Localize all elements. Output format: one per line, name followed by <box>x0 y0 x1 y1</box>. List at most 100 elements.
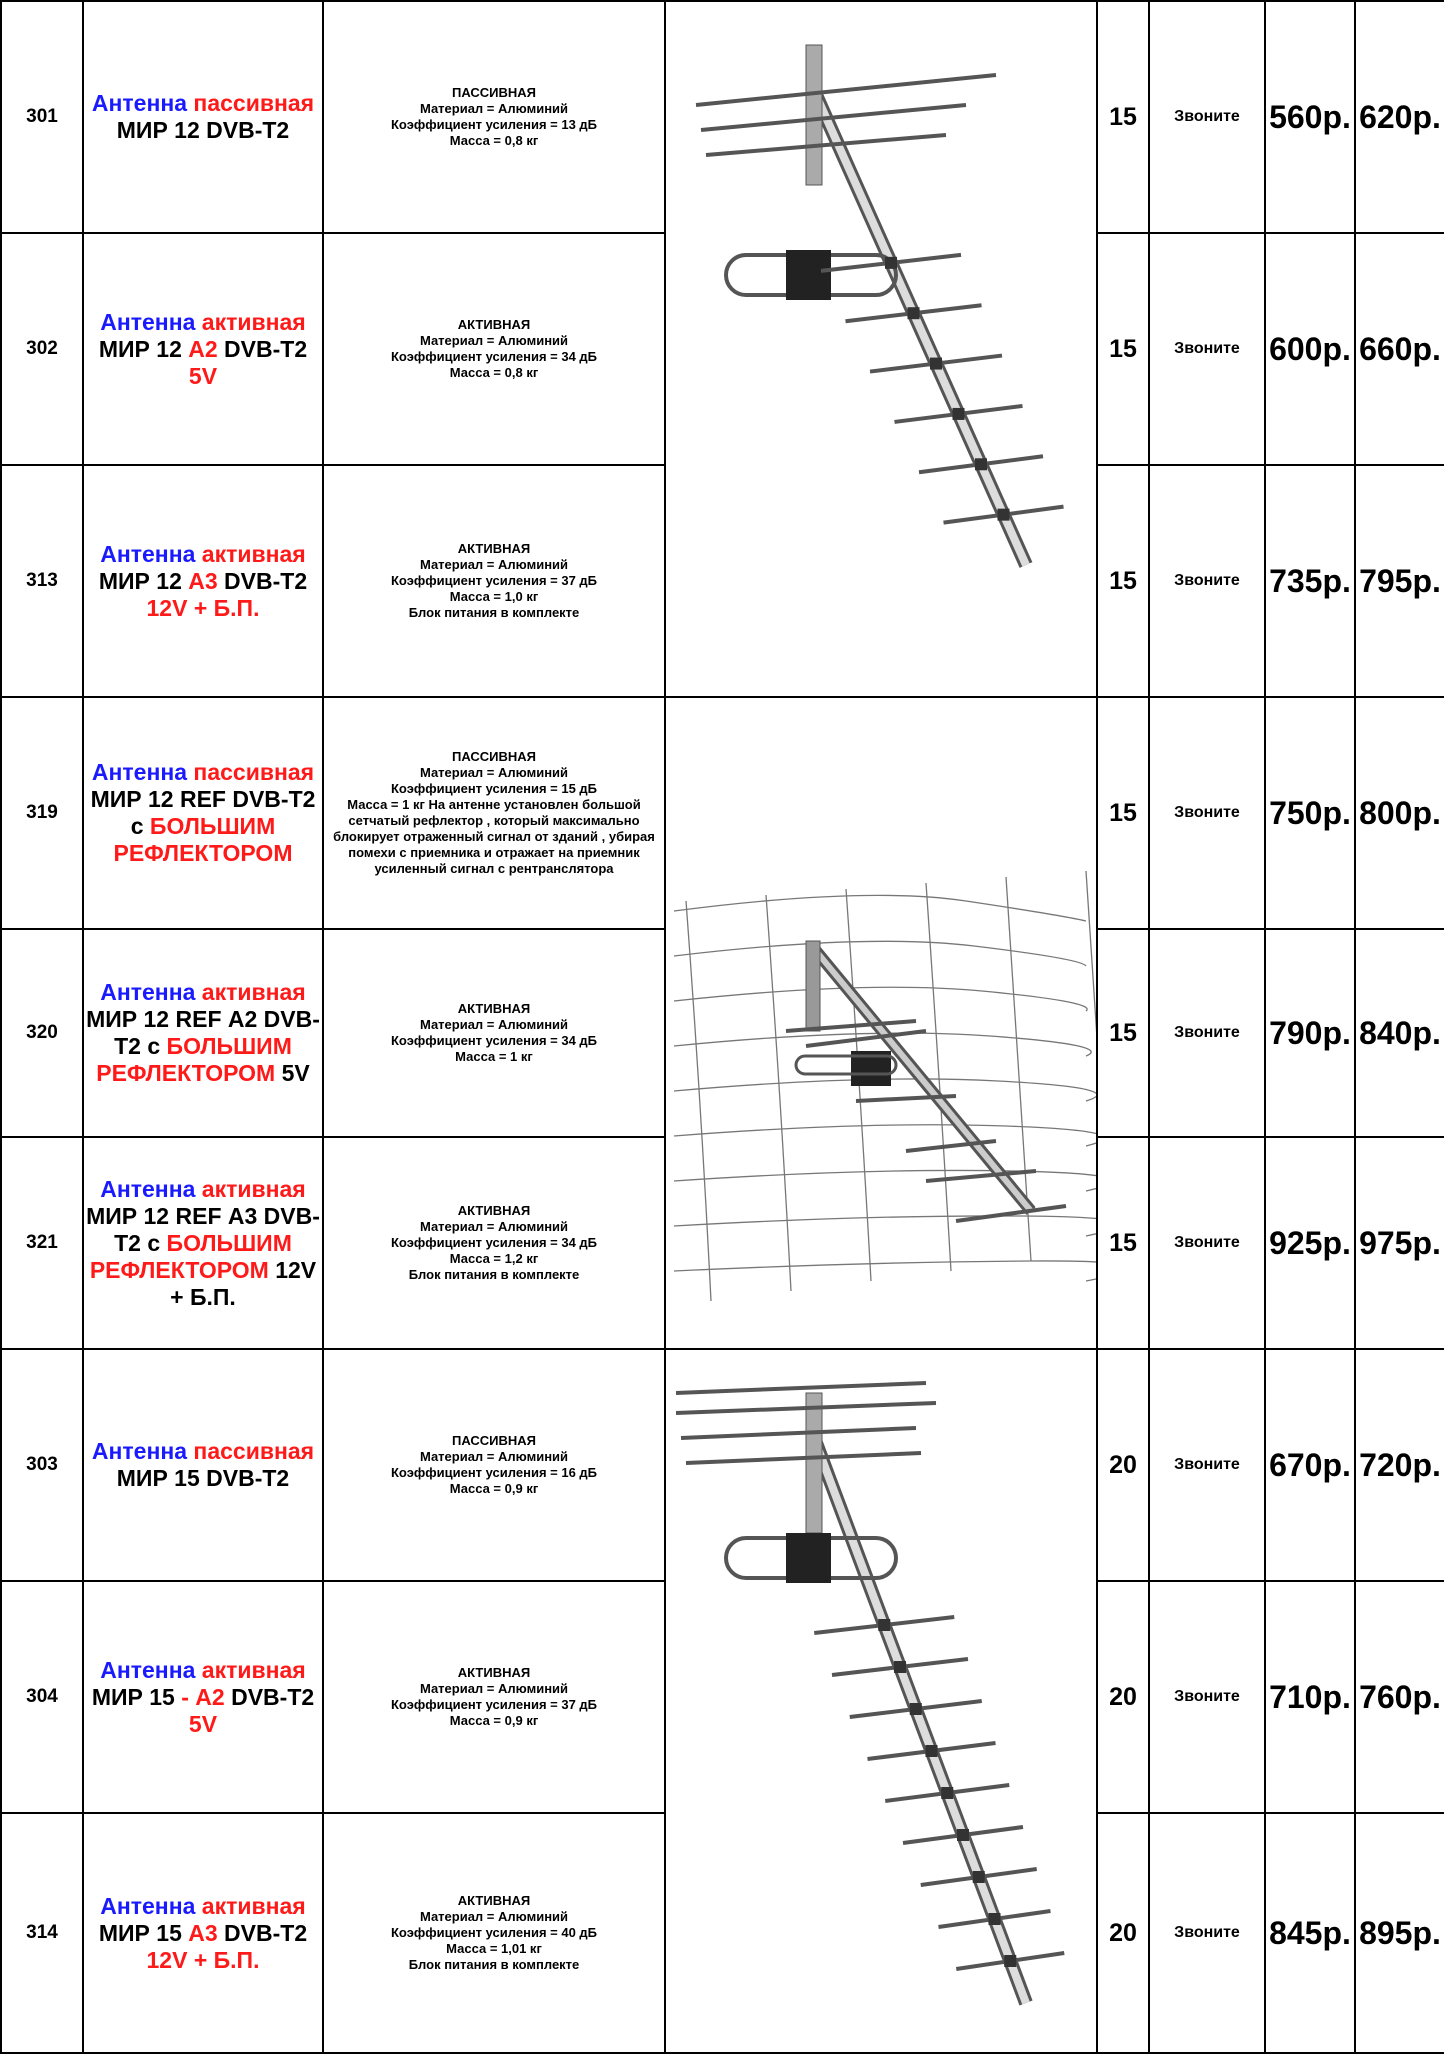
product-name-part: пассивная <box>187 90 315 116</box>
product-code: 314 <box>0 1812 84 2054</box>
product-name-part: 5V <box>188 1710 218 1737</box>
product-code: 304 <box>0 1580 84 1814</box>
product-description: АКТИВНАЯ Материал = Алюминий Коэффициент у… <box>322 232 666 466</box>
product-name-part: БОЛЬШИМ РЕФЛЕКТОРОМ <box>113 813 293 866</box>
product-name-part: активная <box>195 1892 306 1919</box>
description-line: Коэффициент усиления = 34 дБ <box>390 1235 598 1250</box>
price-alt: 795р. <box>1354 464 1444 698</box>
yagi-antenna-reflector-icon <box>673 870 1095 1302</box>
price-retail: 670р. <box>1264 1348 1356 1582</box>
product-name-part: Антенна <box>100 1656 196 1683</box>
description-line: Материал = Алюминий <box>419 1219 569 1234</box>
description-line: Блок питания в комплекте <box>408 1267 580 1282</box>
price-alt: 975р. <box>1354 1136 1444 1350</box>
price-alt: 620р. <box>1354 0 1444 234</box>
price-retail: 735р. <box>1264 464 1356 698</box>
description-line: Коэффициент усиления = 37 дБ <box>390 1697 598 1712</box>
product-name-part: МИР 15 DVB-T2 <box>116 1465 290 1491</box>
element-count: 15 <box>1096 696 1150 930</box>
product-name-part: А3 <box>188 567 218 594</box>
description-line: АКТИВНАЯ <box>457 317 531 332</box>
product-name: Антенна активная МИР 12 А3 DVB-T2 12V + … <box>82 464 324 698</box>
product-name-part: Антенна <box>91 759 188 785</box>
description-line: Масса = 1 кг На антенне установлен больш… <box>333 797 655 876</box>
description-line: Материал = Алюминий <box>419 557 569 572</box>
element-count: 15 <box>1096 928 1150 1138</box>
product-row: 314 Антенна активная МИР 15 А3 DVB-T2 12V… <box>0 1812 1444 2054</box>
product-description: АКТИВНАЯ Материал = Алюминий Коэффициент у… <box>322 1136 666 1350</box>
description-line: Коэффициент усиления = 40 дБ <box>390 1925 598 1940</box>
product-name-part: DVB-T2 <box>224 1683 315 1710</box>
product-name: Антенна активная МИР 15 А3 DVB-T2 12V + … <box>82 1812 324 2054</box>
product-name: Антенна активная МИР 12 REF А3 DVB-T2 с … <box>82 1136 324 1350</box>
description-line: Блок питания в комплекте <box>408 1957 580 1972</box>
product-name-part: Антенна <box>91 1438 188 1464</box>
product-row: 304 Антенна активная МИР 15 - А2 DVB-T2 5… <box>0 1580 1444 1814</box>
description-line: Масса = 1,2 кг <box>449 1251 539 1266</box>
price-alt: 895р. <box>1354 1812 1444 2054</box>
description-line: ПАССИВНАЯ <box>451 1433 537 1448</box>
element-count: 20 <box>1096 1812 1150 2054</box>
price-retail: 710р. <box>1264 1580 1356 1814</box>
description-line: Масса = 0,9 кг <box>449 1481 539 1496</box>
product-code: 313 <box>0 464 84 698</box>
product-name-part: 12V + Б.П. <box>146 594 260 621</box>
description-line: АКТИВНАЯ <box>457 541 531 556</box>
product-name-part: МИР 12 REF А3 DVB-T2 с <box>86 1202 320 1256</box>
product-name-part: МИР 12 DVB-T2 <box>116 117 290 143</box>
product-name: Антенна активная МИР 12 А2 DVB-T2 5V <box>82 232 324 466</box>
product-name-part: БОЛЬШИМ РЕФЛЕКТОРОМ <box>96 1033 292 1086</box>
price-retail: 560р. <box>1264 0 1356 234</box>
product-name-part: DVB-T2 <box>217 1919 308 1946</box>
description-line: ПАССИВНАЯ <box>451 85 537 100</box>
product-name-part: Антенна <box>91 90 188 116</box>
element-count: 15 <box>1096 464 1150 698</box>
call-label: Звоните <box>1148 0 1266 234</box>
product-name-part: Антенна <box>100 1175 196 1202</box>
element-count: 15 <box>1096 0 1150 234</box>
product-name-part: 5V <box>275 1060 310 1086</box>
product-description: АКТИВНАЯ Материал = Алюминий Коэффициент у… <box>322 1812 666 2054</box>
antenna-image <box>664 1348 1098 2054</box>
yagi-antenna-12-icon <box>695 44 1064 568</box>
product-name-part: пассивная <box>187 759 315 785</box>
price-alt: 660р. <box>1354 232 1444 466</box>
description-line: Материал = Алюминий <box>419 333 569 348</box>
product-code: 321 <box>0 1136 84 1350</box>
description-line: Блок питания в комплекте <box>408 605 580 620</box>
price-retail: 750р. <box>1264 696 1356 930</box>
description-line: ПАССИВНАЯ <box>451 749 537 764</box>
description-line: Материал = Алюминий <box>419 1017 569 1032</box>
product-name-part: - А2 <box>181 1683 225 1710</box>
product-row: 303 Антенна пассивная МИР 15 DVB-T2 ПАССИВ… <box>0 1348 1444 2054</box>
price-retail: 600р. <box>1264 232 1356 466</box>
product-name-part: БОЛЬШИМ РЕФЛЕКТОРОМ <box>89 1229 292 1283</box>
product-code: 303 <box>0 1348 84 1582</box>
product-name-part: DVB-T2 <box>217 567 308 594</box>
product-name-part: активная <box>195 1656 306 1683</box>
product-name-part: МИР 15 <box>98 1919 189 1946</box>
product-code: 301 <box>0 0 84 234</box>
description-line: Масса = 0,8 кг <box>449 365 539 380</box>
product-code: 302 <box>0 232 84 466</box>
description-line: АКТИВНАЯ <box>457 1203 531 1218</box>
product-name: Антенна пассивная МИР 12 DVB-T2 <box>82 0 324 234</box>
price-retail: 925р. <box>1264 1136 1356 1350</box>
description-line: Материал = Алюминий <box>419 1681 569 1696</box>
product-name-part: А2 <box>188 335 218 362</box>
call-label: Звоните <box>1148 232 1266 466</box>
price-alt: 800р. <box>1354 696 1444 930</box>
product-name-part: Антенна <box>100 979 196 1005</box>
description-line: АКТИВНАЯ <box>457 1665 531 1680</box>
element-count: 20 <box>1096 1580 1150 1814</box>
product-name-part: МИР 15 <box>91 1683 182 1710</box>
price-alt: 760р. <box>1354 1580 1444 1814</box>
element-count: 20 <box>1096 1348 1150 1582</box>
antenna-image <box>664 0 1098 698</box>
description-line: Материал = Алюминий <box>419 1449 569 1464</box>
yagi-antenna-15-icon <box>675 1381 1065 2006</box>
call-label: Звоните <box>1148 1812 1266 2054</box>
description-line: Масса = 0,9 кг <box>449 1713 539 1728</box>
element-count: 15 <box>1096 232 1150 466</box>
description-line: Масса = 1 кг <box>455 1049 533 1064</box>
